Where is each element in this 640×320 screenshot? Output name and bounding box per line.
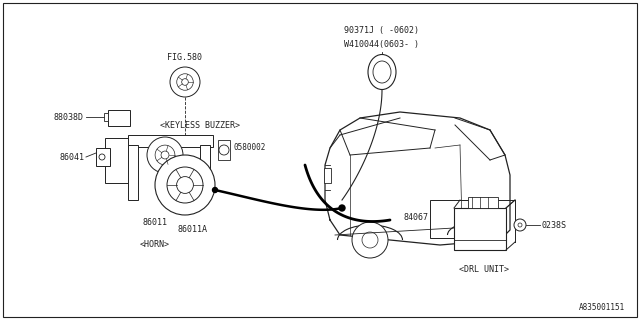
Circle shape bbox=[339, 205, 345, 211]
Bar bbox=[218, 140, 230, 160]
Text: 0238S: 0238S bbox=[542, 220, 567, 229]
Text: 88038D: 88038D bbox=[54, 113, 84, 122]
Text: 86011A: 86011A bbox=[178, 225, 208, 234]
Bar bbox=[200, 145, 210, 183]
Circle shape bbox=[352, 222, 388, 258]
Text: 84067: 84067 bbox=[403, 213, 428, 222]
Bar bbox=[128, 135, 213, 147]
Circle shape bbox=[147, 137, 183, 173]
Circle shape bbox=[155, 145, 175, 165]
Bar bbox=[430, 200, 482, 238]
Text: 86011: 86011 bbox=[143, 218, 168, 227]
Text: W410044(0603- ): W410044(0603- ) bbox=[344, 41, 419, 50]
Circle shape bbox=[177, 74, 193, 90]
Circle shape bbox=[362, 232, 378, 248]
Text: A835001151: A835001151 bbox=[579, 303, 625, 312]
Text: <KEYLESS BUZZER>: <KEYLESS BUZZER> bbox=[160, 121, 240, 130]
Bar bbox=[454, 208, 506, 250]
Ellipse shape bbox=[368, 54, 396, 90]
Circle shape bbox=[460, 220, 490, 250]
Bar bbox=[105, 138, 133, 183]
Circle shape bbox=[514, 219, 526, 231]
Text: <DRL UNIT>: <DRL UNIT> bbox=[459, 265, 509, 274]
Bar bbox=[96, 148, 110, 166]
Text: FIG.580: FIG.580 bbox=[168, 53, 202, 62]
Circle shape bbox=[518, 223, 522, 227]
Bar bbox=[104, 113, 108, 121]
Bar bbox=[108, 110, 130, 126]
Circle shape bbox=[219, 145, 229, 155]
Circle shape bbox=[155, 155, 215, 215]
Circle shape bbox=[212, 188, 218, 193]
Bar bbox=[324, 168, 331, 183]
Circle shape bbox=[167, 167, 203, 203]
Ellipse shape bbox=[373, 61, 391, 83]
Bar bbox=[468, 197, 498, 208]
Text: 86041: 86041 bbox=[59, 153, 84, 162]
Circle shape bbox=[161, 151, 169, 159]
Circle shape bbox=[468, 228, 482, 242]
Circle shape bbox=[177, 177, 193, 193]
Bar bbox=[128, 145, 138, 200]
Circle shape bbox=[182, 79, 188, 85]
Text: 90371J ( -0602): 90371J ( -0602) bbox=[344, 26, 419, 35]
Circle shape bbox=[99, 154, 105, 160]
Text: 0580002: 0580002 bbox=[233, 143, 266, 153]
Circle shape bbox=[170, 67, 200, 97]
Text: <HORN>: <HORN> bbox=[140, 240, 170, 249]
